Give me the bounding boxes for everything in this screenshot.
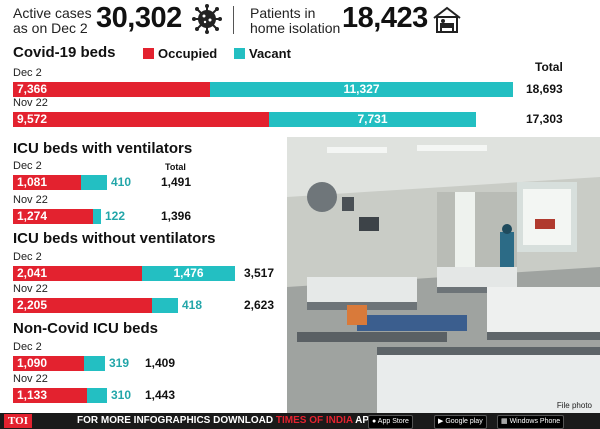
icu-without-ventilators-category-nov-22: Nov 22 — [13, 283, 48, 295]
covid-beds-vacant-label-dec-2: 11,327 — [343, 82, 380, 96]
isolation-label: Patients in home isolation — [250, 6, 340, 36]
covid-beds-occupied-bar-dec-2: 7,366 — [13, 82, 210, 97]
home-isolation-icon — [433, 6, 461, 33]
chart-title-non-covid-icu: Non-Covid ICU beds — [13, 320, 158, 337]
legend-occupied-label: Occupied — [158, 46, 218, 61]
footer-bar: TOI FOR MORE INFOGRAPHICS DOWNLOAD TIMES… — [0, 413, 600, 429]
toi-logo: TOI — [4, 414, 32, 428]
non-covid-icu-category-nov-22: Nov 22 — [13, 373, 48, 385]
icu-with-ventilators-occupied-label-dec-2: 1,081 — [17, 175, 48, 189]
icu-without-ventilators-occupied-label-dec-2: 2,041 — [17, 266, 48, 280]
icu-without-ventilators-total-dec-2: 3,517 — [244, 266, 275, 280]
chart-title-icu-without-ventilators: ICU beds without ventilators — [13, 230, 216, 247]
footer-text-brand: TIMES OF INDIA — [275, 415, 353, 426]
covid-beds-occupied-label-dec-2: 7,366 — [17, 82, 48, 96]
non-covid-icu-total-dec-2: 1,409 — [145, 356, 176, 370]
icu-with-ventilators-vacant-bar-dec-2: 410 — [81, 175, 131, 190]
icu-with-ventilators-total-dec-2: 1,491 — [161, 175, 192, 189]
icu-without-ventilators-vacant-bar-nov-22: 418 — [152, 298, 202, 313]
apple-icon: ● — [372, 418, 377, 425]
covid-beds-vacant-bar-nov-22: 7,731 — [269, 112, 476, 127]
windows-phone-label: Windows Phone — [509, 418, 561, 425]
virus-icon — [192, 4, 222, 34]
icu-without-ventilators-occupied-bar-dec-2: 2,041 — [13, 266, 142, 281]
footer-text-prefix: FOR MORE INFOGRAPHICS DOWNLOAD — [77, 415, 276, 426]
icu-without-ventilators-occupied-bar-nov-22: 2,205 — [13, 298, 152, 313]
covid-beds-total-dec-2: 18,693 — [526, 82, 563, 96]
footer-text-suffix: APP — [352, 415, 376, 426]
isolation-value: 18,423 — [342, 2, 428, 34]
active-cases-label: Active cases as on Dec 2 — [13, 6, 92, 36]
icu-with-ventilators-vacant-label-dec-2: 410 — [111, 175, 132, 189]
isolation-label-line1: Patients in — [250, 5, 316, 21]
icu-without-ventilators-vacant-label-dec-2: 1,476 — [173, 266, 204, 280]
icu-with-ventilators-vacant-bar-nov-22: 122 — [93, 209, 125, 224]
covid-beds-vacant-label-nov-22: 7,731 — [357, 112, 388, 126]
covid-beds-category-nov-22: Nov 22 — [13, 97, 48, 109]
non-covid-icu-vacant-bar-nov-22: 310 — [87, 388, 131, 403]
windows-phone-badge[interactable]: ▦ Windows Phone — [497, 415, 565, 429]
covid-beds-occupied-bar-nov-22: 9,572 — [13, 112, 269, 127]
isolation-label-line2: home isolation — [250, 20, 341, 36]
photo-credit: File photo — [556, 401, 592, 410]
icu-with-ventilators-occupied-bar-dec-2: 1,081 — [13, 175, 81, 190]
chart-title-icu-with-ventilators: ICU beds with ventilators — [13, 140, 193, 157]
hospital-ward-photo: File photo — [287, 137, 600, 413]
icu-total-header: Total — [165, 162, 186, 172]
icu-without-ventilators-vacant-label-nov-22: 418 — [182, 298, 203, 312]
icu-with-ventilators-category-dec-2: Dec 2 — [13, 160, 42, 172]
non-covid-icu-total-nov-22: 1,443 — [145, 388, 176, 402]
icu-without-ventilators-category-dec-2: Dec 2 — [13, 251, 42, 263]
google-play-label: Google play — [445, 418, 483, 425]
icu-without-ventilators-total-nov-22: 2,623 — [244, 298, 275, 312]
covid-beds-occupied-label-nov-22: 9,572 — [17, 112, 48, 126]
legend-vacant-label: Vacant — [249, 46, 291, 61]
covid-beds-total-header: Total — [535, 60, 563, 74]
non-covid-icu-vacant-bar-dec-2: 319 — [84, 356, 129, 371]
icu-with-ventilators-vacant-label-nov-22: 122 — [105, 209, 126, 223]
legend-occupied-swatch — [143, 48, 154, 59]
app-store-badge[interactable]: ● App Store — [368, 415, 413, 429]
covid-beds-vacant-bar-dec-2: 11,327 — [210, 82, 513, 97]
covid-beds-total-nov-22: 17,303 — [526, 112, 563, 126]
active-cases-value: 30,302 — [96, 2, 182, 34]
non-covid-icu-category-dec-2: Dec 2 — [13, 341, 42, 353]
chart-title-covid-beds: Covid-19 beds — [13, 44, 116, 61]
legend-vacant-swatch — [234, 48, 245, 59]
non-covid-icu-occupied-bar-nov-22: 1,133 — [13, 388, 87, 403]
icu-without-ventilators-occupied-label-nov-22: 2,205 — [17, 298, 48, 312]
header-divider — [233, 6, 234, 34]
google-play-badge[interactable]: ▶ Google play — [434, 415, 487, 429]
non-covid-icu-occupied-label-nov-22: 1,133 — [17, 388, 48, 402]
covid-beds-category-dec-2: Dec 2 — [13, 67, 42, 79]
windows-icon: ▦ — [501, 418, 508, 425]
icu-with-ventilators-total-nov-22: 1,396 — [161, 209, 192, 223]
non-covid-icu-vacant-label-nov-22: 310 — [111, 388, 132, 402]
icu-without-ventilators-vacant-bar-dec-2: 1,476 — [142, 266, 235, 281]
non-covid-icu-occupied-bar-dec-2: 1,090 — [13, 356, 84, 371]
non-covid-icu-occupied-label-dec-2: 1,090 — [17, 356, 48, 370]
icu-with-ventilators-occupied-label-nov-22: 1,274 — [17, 209, 48, 223]
icu-with-ventilators-category-nov-22: Nov 22 — [13, 194, 48, 206]
play-icon: ▶ — [438, 418, 444, 425]
active-cases-label-line2: as on Dec 2 — [13, 20, 88, 36]
non-covid-icu-vacant-label-dec-2: 319 — [109, 356, 130, 370]
active-cases-label-line1: Active cases — [13, 5, 92, 21]
app-store-label: App Store — [377, 418, 409, 425]
icu-with-ventilators-occupied-bar-nov-22: 1,274 — [13, 209, 93, 224]
footer-promo-text: FOR MORE INFOGRAPHICS DOWNLOAD TIMES OF … — [77, 415, 376, 427]
